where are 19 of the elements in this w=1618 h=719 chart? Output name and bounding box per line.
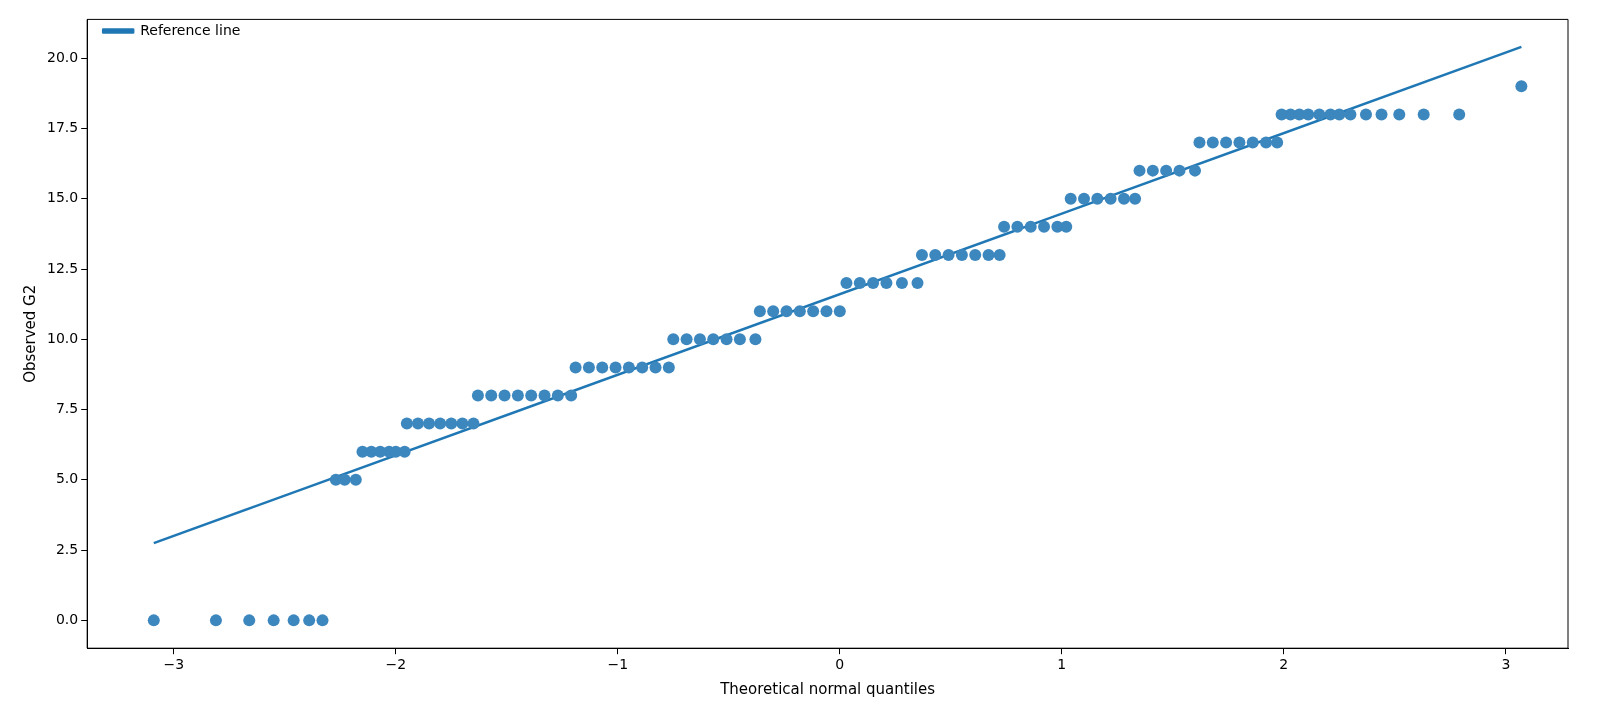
x-tick-label: 0 (835, 656, 845, 673)
y-tick-label: 7.5 (55, 400, 79, 417)
x-axis-title: Theoretical normal quantiles (719, 679, 936, 698)
y-tick-label: 20.0 (47, 48, 79, 65)
y-tick-label: 17.5 (47, 119, 79, 136)
y-tick-label: 5.0 (55, 470, 79, 487)
legend-label: Reference line (140, 21, 241, 38)
x-tick-label: 1 (1057, 656, 1067, 673)
y-tick-label: 15.0 (47, 189, 79, 206)
x-tick-label: −3 (163, 656, 185, 673)
y-tick-label: 12.5 (47, 259, 79, 276)
y-tick-label: 10.0 (47, 329, 79, 346)
x-tick-label: −2 (385, 656, 407, 673)
y-tick-label: 0.0 (55, 611, 79, 628)
x-tick-label: 2 (1279, 656, 1289, 673)
y-tick-label: 2.5 (55, 540, 79, 557)
x-tick-label: −1 (607, 656, 629, 673)
x-tick-label: 3 (1501, 656, 1511, 673)
y-axis-title: Observed G2 (20, 284, 39, 383)
